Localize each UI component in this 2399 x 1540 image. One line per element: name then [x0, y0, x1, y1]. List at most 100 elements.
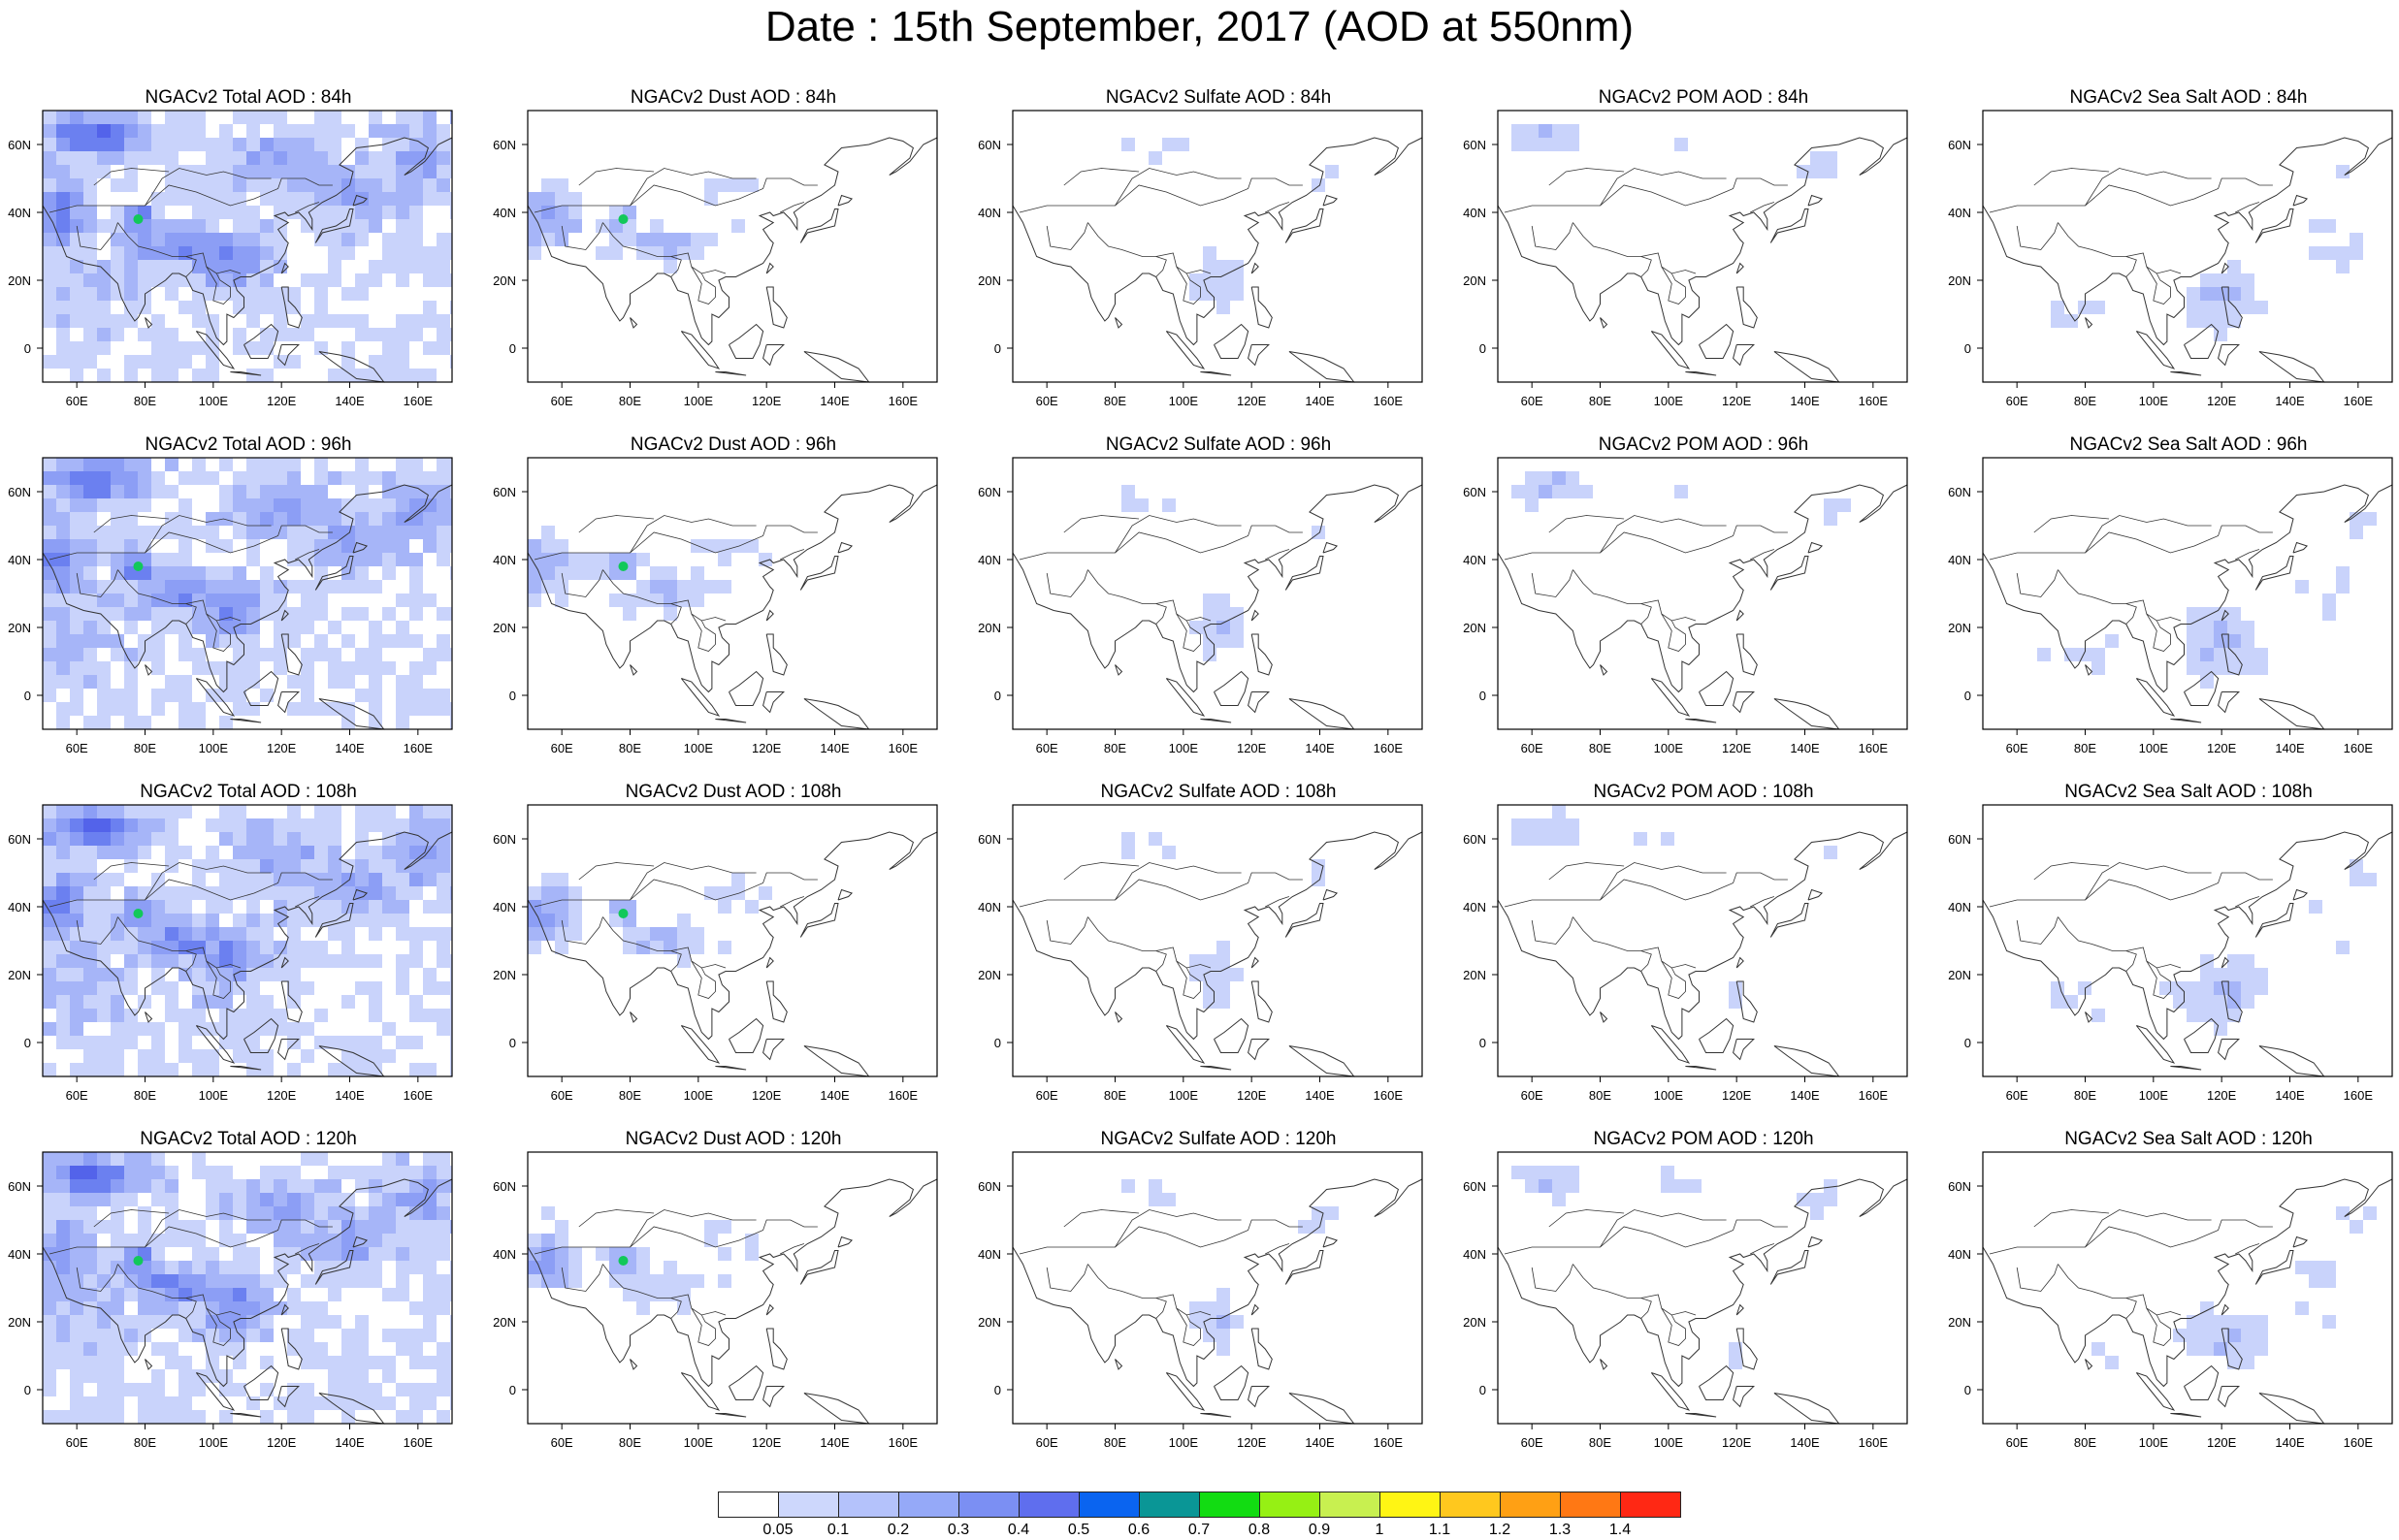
- aod-cell: [83, 1288, 97, 1301]
- aod-cell: [409, 594, 423, 607]
- country-border: [2085, 168, 2212, 207]
- aod-cell: [2241, 1342, 2254, 1356]
- aod-cell: [423, 273, 437, 287]
- aod-cell: [2227, 1315, 2241, 1329]
- aod-cell: [287, 526, 301, 539]
- country-border: [2058, 569, 2182, 622]
- aod-cell: [274, 206, 287, 219]
- aod-cell: [111, 1049, 124, 1063]
- aod-cell: [178, 192, 192, 206]
- aod-cell: [111, 314, 124, 328]
- aod-cell: [369, 914, 382, 927]
- aod-cell: [301, 832, 314, 846]
- aod-cell: [2295, 580, 2309, 594]
- coastline: [352, 888, 369, 901]
- map-panel: NGACv2 Total AOD : 120h 60E 80E 100E 120E 140…: [0, 1129, 485, 1468]
- aod-cell: [541, 219, 555, 233]
- y-tick-label: 40N: [1463, 1247, 1486, 1262]
- aod-cell: [423, 192, 437, 206]
- aod-cell: [178, 1329, 192, 1342]
- aod-cell: [609, 594, 623, 607]
- aod-cell: [56, 1315, 70, 1329]
- aod-cell: [70, 1396, 83, 1410]
- x-tick-label: 80E: [1104, 394, 1126, 408]
- aod-cell: [409, 1166, 423, 1179]
- aod-cell: [664, 607, 677, 621]
- aod-cell: [355, 165, 369, 178]
- aod-cell: [97, 702, 111, 716]
- aod-cell: [43, 954, 56, 968]
- aod-cell: [70, 273, 83, 287]
- aod-cell: [274, 954, 287, 968]
- aod-cell: [636, 1288, 650, 1301]
- aod-cell: [260, 369, 274, 382]
- country-border: [2085, 862, 2212, 901]
- aod-cell: [70, 954, 83, 968]
- coastline: [2170, 371, 2202, 376]
- aod-cell: [97, 981, 111, 995]
- aod-cell: [192, 1049, 206, 1063]
- aod-cell: [111, 260, 124, 273]
- coastline: [2258, 1045, 2325, 1077]
- aod-cell: [1539, 818, 1552, 832]
- aod-cell: [70, 1383, 83, 1396]
- aod-cell: [423, 968, 437, 981]
- aod-cell: [233, 1193, 246, 1206]
- aod-cell: [83, 566, 97, 580]
- panel-title: NGACv2 POM AOD : 96h: [1598, 434, 1809, 455]
- aod-cell: [124, 941, 138, 954]
- aod-cell: [43, 873, 56, 886]
- aod-cell: [423, 124, 437, 138]
- aod-cell: [314, 566, 328, 580]
- aod-cell: [178, 566, 192, 580]
- country-border: [578, 168, 655, 186]
- aod-cell: [151, 369, 165, 382]
- aod-cell: [1203, 1301, 1216, 1315]
- x-tick-label: 80E: [2074, 394, 2096, 408]
- x-tick-label: 140E: [2275, 741, 2305, 755]
- aod-cell: [423, 539, 437, 553]
- colorbar-swatch: [1259, 1492, 1320, 1518]
- aod-cell: [314, 805, 328, 818]
- country-border: [534, 177, 818, 213]
- aod-cell: [83, 1049, 97, 1063]
- aod-cell: [124, 355, 138, 369]
- plot-frame: [42, 457, 453, 730]
- aod-cell: [287, 1383, 301, 1396]
- aod-cell: [233, 178, 246, 192]
- aod-cell: [246, 485, 260, 498]
- aod-cell: [97, 260, 111, 273]
- aod-cell: [287, 124, 301, 138]
- y-tick-label: 40N: [1463, 900, 1486, 914]
- aod-cell: [111, 124, 124, 138]
- aod-cell: [274, 124, 287, 138]
- aod-cell: [246, 512, 260, 526]
- aod-cell: [83, 512, 97, 526]
- coastline: [195, 678, 236, 717]
- y-tick-label: 20N: [978, 968, 1001, 982]
- aod-cell: [260, 995, 274, 1009]
- aod-cell: [56, 968, 70, 981]
- aod-cell: [246, 1220, 260, 1234]
- country-border: [1504, 872, 1788, 908]
- aod-cell: [111, 818, 124, 832]
- aod-cell: [437, 1247, 450, 1261]
- aod-cell: [396, 716, 409, 729]
- aod-cell: [396, 485, 409, 498]
- aod-cell: [423, 1315, 437, 1329]
- aod-cell: [165, 1063, 178, 1076]
- aod-cell: [56, 832, 70, 846]
- coastline: [280, 956, 289, 969]
- aod-cell: [151, 1036, 165, 1049]
- aod-cell: [1230, 968, 1244, 981]
- aod-cell: [246, 914, 260, 927]
- aod-cell: [43, 539, 56, 553]
- aod-cell: [636, 1261, 650, 1274]
- aod-cell: [355, 485, 369, 498]
- aod-cell: [423, 341, 437, 355]
- aod-cell: [396, 675, 409, 689]
- aod-cell: [260, 1410, 274, 1424]
- aod-cell: [1216, 1342, 1230, 1356]
- aod-cell: [111, 219, 124, 233]
